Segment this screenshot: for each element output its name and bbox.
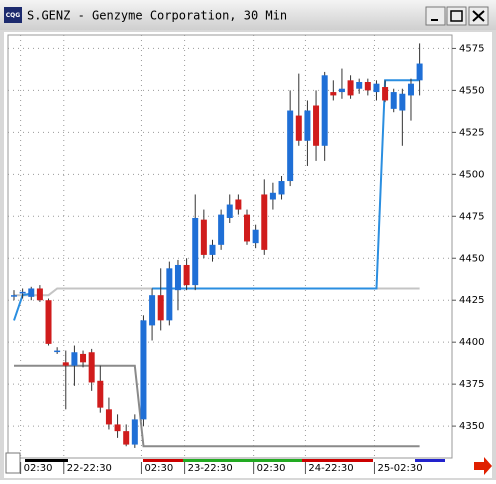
session-bar xyxy=(143,459,183,462)
candle-body xyxy=(382,87,389,101)
scroll-box[interactable] xyxy=(5,452,21,474)
candle-body xyxy=(407,83,414,96)
candle-body xyxy=(54,350,61,353)
candle-body xyxy=(261,194,268,250)
candle-body xyxy=(174,264,181,291)
y-tick-label: 4425 xyxy=(459,295,484,306)
candle-body xyxy=(416,63,423,81)
candle-body xyxy=(356,82,363,89)
scroll-right-arrow[interactable] xyxy=(474,457,492,475)
x-tick-label: 02:30 xyxy=(24,463,53,474)
time-strip xyxy=(25,459,445,462)
candle-body xyxy=(304,110,311,141)
candle-body xyxy=(252,229,259,244)
candle-body xyxy=(235,199,242,210)
close-glyph xyxy=(472,10,485,22)
candle-body xyxy=(338,88,345,93)
y-tick-label: 4500 xyxy=(459,169,484,180)
maximize-glyph xyxy=(450,10,463,22)
candle-body xyxy=(45,300,52,344)
app-icon-text: CQG xyxy=(6,12,21,19)
candle-body xyxy=(390,92,397,109)
candle-body xyxy=(218,214,225,245)
candle-body xyxy=(97,380,104,408)
session-bar xyxy=(183,459,302,462)
x-tick-label: 22-22:30 xyxy=(67,463,112,474)
candle-body xyxy=(114,424,121,432)
candle-body xyxy=(373,83,380,93)
x-tick-label: 25-02:30 xyxy=(377,463,422,474)
candle-body xyxy=(88,352,95,383)
y-tick-label: 4400 xyxy=(459,337,484,348)
candle-body xyxy=(321,75,328,146)
plot: 4350 4375 4400 4425 4450 4475 4500 4525 4550 4575… xyxy=(8,35,484,474)
candle-body xyxy=(330,92,337,96)
candle-body xyxy=(269,192,276,200)
candle-body xyxy=(131,419,138,445)
candle-body xyxy=(226,204,233,218)
candle-body xyxy=(200,219,207,255)
candle-body xyxy=(399,93,406,111)
candle-body xyxy=(36,288,43,301)
candle-body xyxy=(62,362,69,366)
x-tick-label: 02:30 xyxy=(144,463,173,474)
maximize-button[interactable] xyxy=(446,6,467,26)
candle-body xyxy=(295,115,302,141)
candle-body xyxy=(364,82,371,91)
indicator-line xyxy=(14,364,420,448)
candle-body xyxy=(149,295,156,326)
candle-body xyxy=(209,244,216,255)
candle-body xyxy=(244,214,251,242)
y-tick-label: 4350 xyxy=(459,421,484,432)
y-tick-label: 4575 xyxy=(459,43,484,54)
candle-body xyxy=(123,431,130,445)
session-bar xyxy=(302,459,373,462)
app-icon xyxy=(4,7,22,23)
title-bar xyxy=(0,0,496,30)
candle-body xyxy=(105,409,112,425)
window-title: S.GENZ - Genzyme Corporation, 30 Min xyxy=(27,9,287,23)
candle-body xyxy=(71,352,78,366)
candle-body xyxy=(347,80,354,96)
y-tick-label: 4475 xyxy=(459,211,484,222)
session-bar xyxy=(415,459,445,462)
candle-body xyxy=(11,295,17,297)
candle-body xyxy=(19,291,26,294)
y-tick-label: 4550 xyxy=(459,85,484,96)
y-tick-label: 4375 xyxy=(459,379,484,390)
window-buttons xyxy=(425,6,489,26)
candle-body xyxy=(166,268,173,321)
candle-body xyxy=(157,295,164,321)
x-tick-label: 23-22:30 xyxy=(188,463,233,474)
candle-body xyxy=(313,105,320,146)
candle-body xyxy=(183,264,190,286)
candle-body xyxy=(140,320,147,420)
candle-body xyxy=(192,217,199,286)
candle-body xyxy=(287,110,294,182)
session-bar xyxy=(25,459,68,462)
candle-body xyxy=(278,181,285,195)
x-tick-label: 02:30 xyxy=(257,463,286,474)
x-tick-label: 24-22:30 xyxy=(308,463,353,474)
candle-body xyxy=(28,288,35,297)
y-tick-label: 4525 xyxy=(459,127,484,138)
minimize-button[interactable] xyxy=(425,6,446,26)
candle-body xyxy=(80,353,87,363)
y-tick-label: 4450 xyxy=(459,253,484,264)
